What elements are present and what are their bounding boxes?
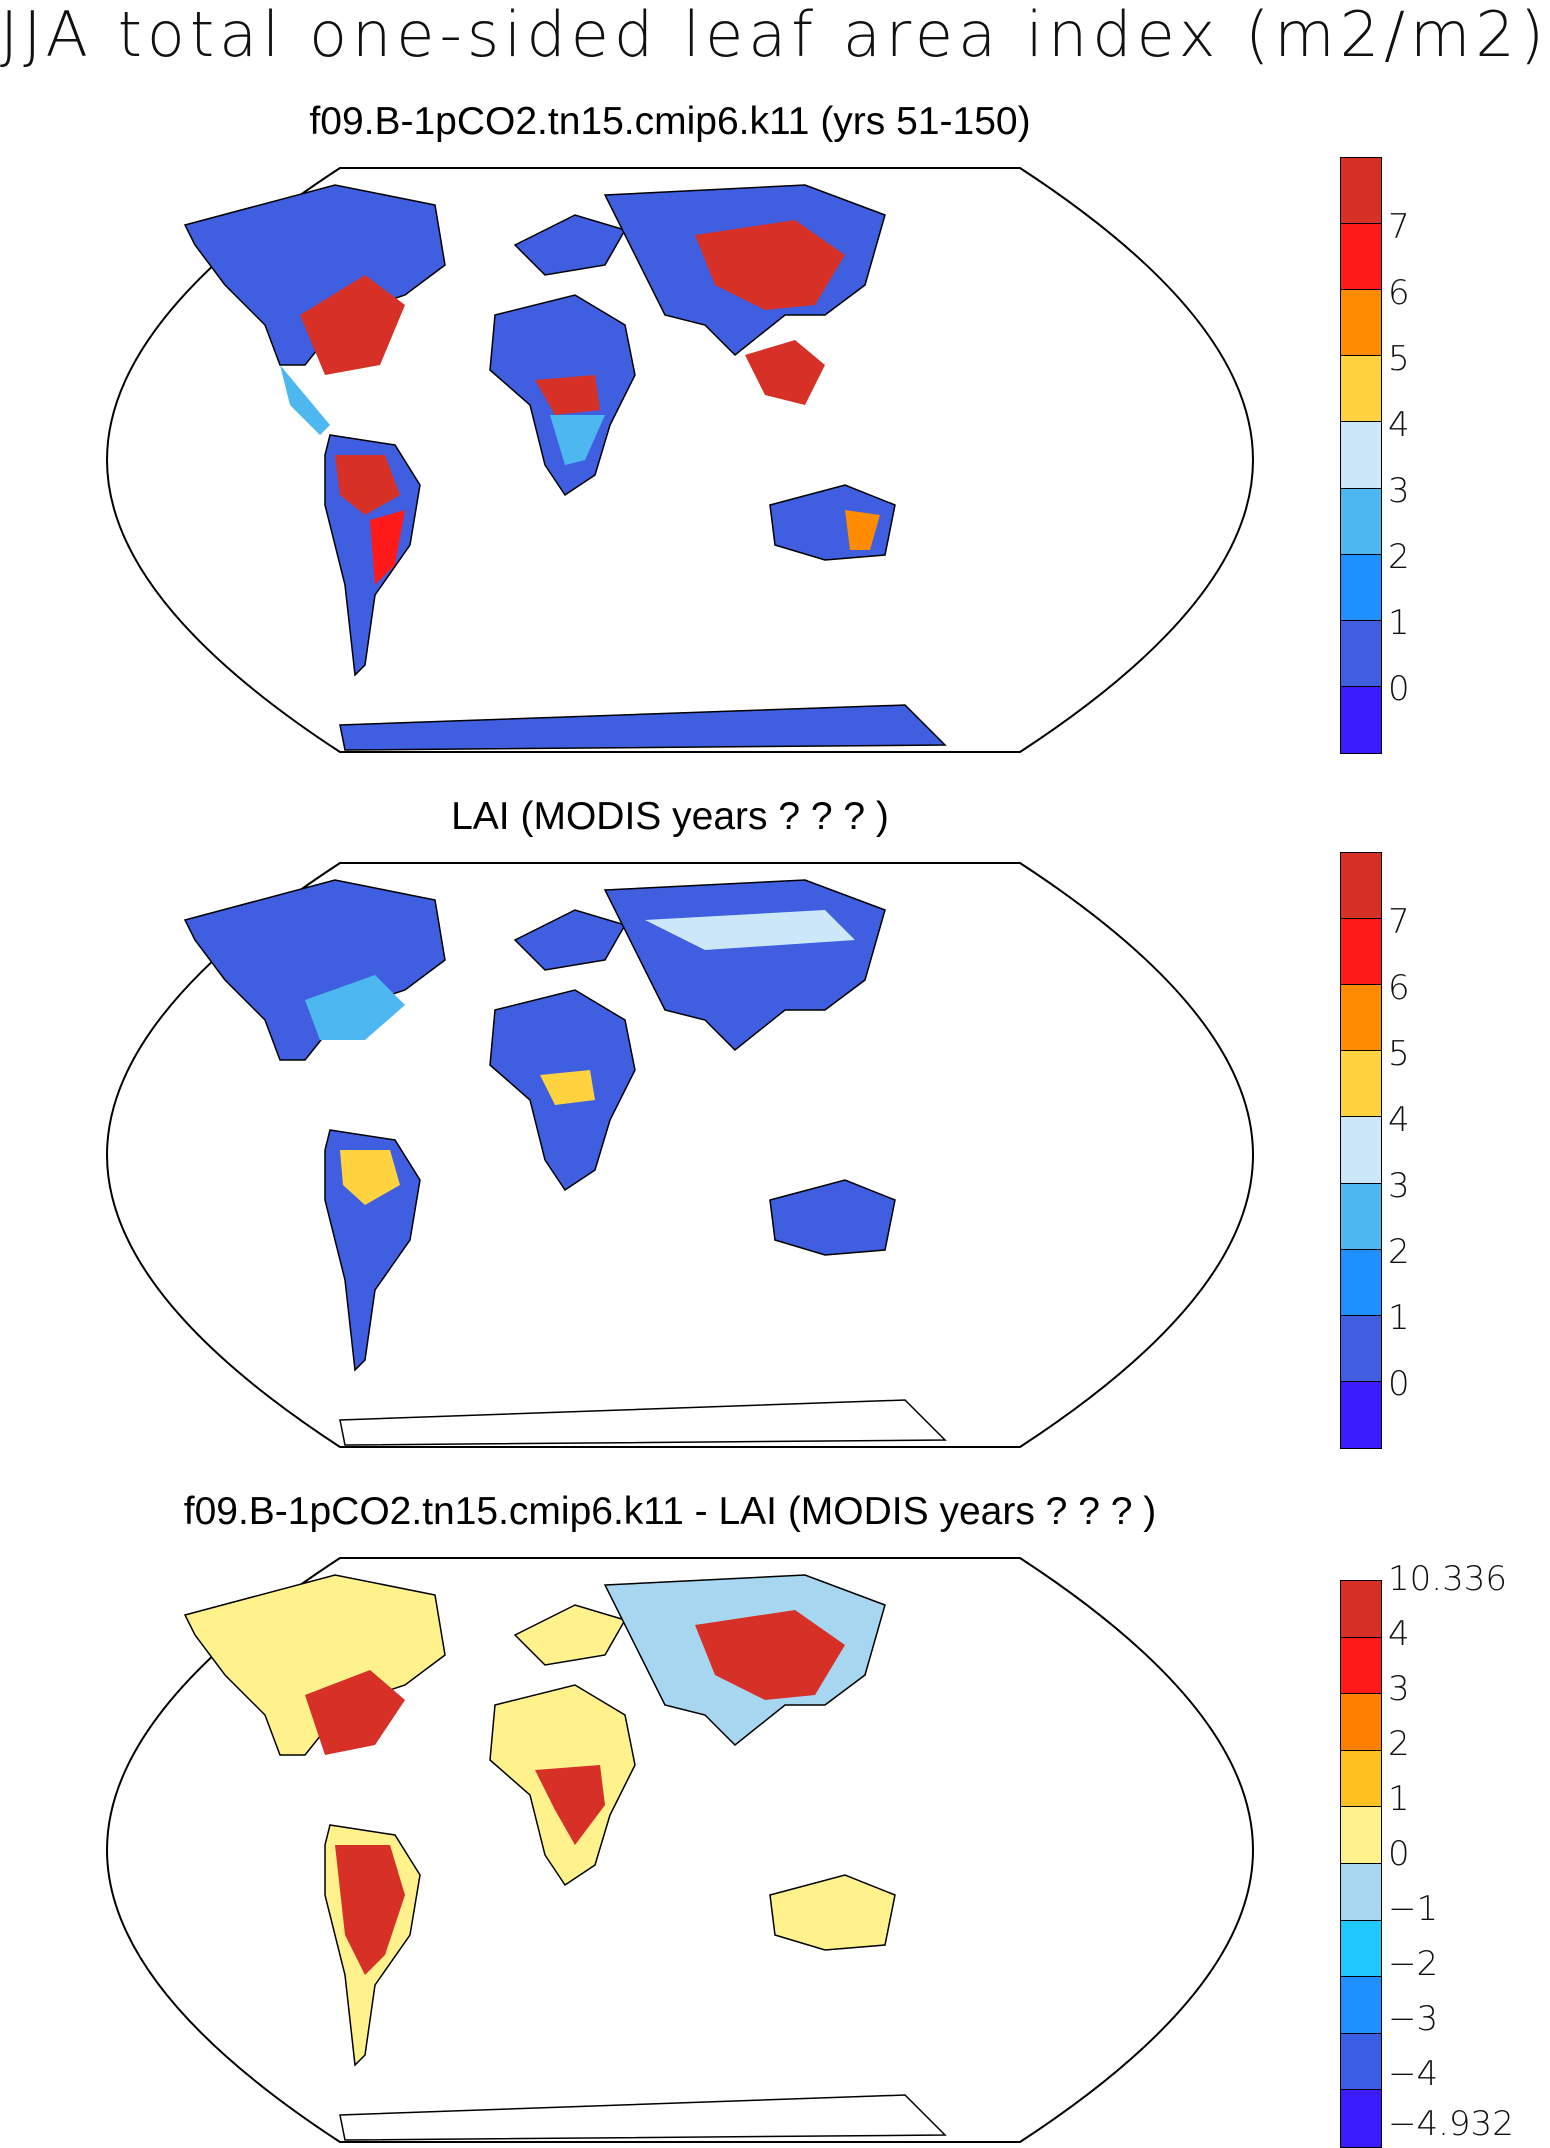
continents — [183, 1574, 947, 2141]
colorbar-swatch — [1341, 290, 1381, 357]
colorbar-swatch — [1341, 1051, 1381, 1118]
colorbar-swatch — [1341, 1117, 1381, 1184]
lai-map-obs — [105, 862, 1255, 1448]
colorbar-swatch — [1341, 488, 1381, 555]
colorbar-model-tick: 1 — [1388, 603, 1410, 643]
colorbar-swatch — [1341, 158, 1381, 225]
continents — [183, 184, 947, 751]
colorbar-swatch — [1341, 853, 1381, 920]
colorbar-swatch — [1341, 1750, 1381, 1808]
colorbar-obs-tick: 5 — [1388, 1034, 1410, 1074]
colorbar-difference-tick: −4 — [1388, 2054, 1439, 2094]
colorbar-model-tick: 7 — [1388, 207, 1410, 247]
figure-title: JJA total one-sided leaf area index (m2/… — [0, 0, 1550, 71]
colorbar-swatch — [1341, 1637, 1381, 1695]
colorbar-difference-tick: 4 — [1388, 1614, 1410, 1654]
colorbar-obs-tick: 2 — [1388, 1232, 1410, 1272]
colorbar-obs-tick: 1 — [1388, 1298, 1410, 1338]
colorbar-model-tick: 4 — [1388, 405, 1410, 445]
colorbar-swatch — [1341, 1977, 1381, 2034]
colorbar-obs-tick: 0 — [1388, 1364, 1410, 1404]
colorbar-swatch — [1341, 1807, 1381, 1864]
colorbar-obs-tick: 4 — [1388, 1100, 1410, 1140]
panel-title-model: f09.B-1pCO2.tn15.cmip6.k11 (yrs 51-150) — [309, 100, 1031, 143]
colorbar-difference — [1340, 1580, 1382, 2148]
colorbar-obs — [1340, 852, 1382, 1449]
colorbar-swatch — [1341, 1249, 1381, 1316]
lai-map-model — [105, 167, 1255, 753]
colorbar-swatch — [1341, 2033, 1381, 2091]
colorbar-obs-tick: 6 — [1388, 968, 1410, 1008]
colorbar-swatch — [1341, 1581, 1381, 1638]
colorbar-difference-tick: 3 — [1388, 1669, 1410, 1709]
colorbar-difference-tick: −2 — [1388, 1944, 1439, 1984]
colorbar-swatch — [1341, 554, 1381, 621]
colorbar-model — [1340, 157, 1382, 754]
colorbar-difference-tick: 2 — [1388, 1724, 1410, 1764]
colorbar-swatch — [1341, 224, 1381, 291]
colorbar-swatch — [1341, 686, 1381, 753]
colorbar-model-tick: 2 — [1388, 537, 1410, 577]
colorbar-model-tick: 5 — [1388, 339, 1410, 379]
colorbar-difference-tick: −4.932 — [1388, 2104, 1514, 2144]
colorbar-swatch — [1341, 1381, 1381, 1448]
colorbar-swatch — [1341, 356, 1381, 423]
continents — [183, 879, 947, 1446]
colorbar-swatch — [1341, 1694, 1381, 1751]
colorbar-model-tick: 3 — [1388, 471, 1410, 511]
lai-map-difference — [105, 1557, 1255, 2143]
colorbar-obs-tick: 3 — [1388, 1166, 1410, 1206]
colorbar-difference-tick: 10.336 — [1388, 1559, 1507, 1599]
colorbar-swatch — [1341, 1315, 1381, 1382]
colorbar-model-tick: 6 — [1388, 273, 1410, 313]
colorbar-swatch — [1341, 422, 1381, 489]
colorbar-difference-tick: −3 — [1388, 1999, 1439, 2039]
colorbar-obs-tick: 7 — [1388, 902, 1410, 942]
panel-title-difference: f09.B-1pCO2.tn15.cmip6.k11 - LAI (MODIS … — [183, 1490, 1157, 1533]
colorbar-difference-tick: 1 — [1388, 1779, 1410, 1819]
colorbar-swatch — [1341, 919, 1381, 986]
colorbar-swatch — [1341, 1863, 1381, 1921]
colorbar-swatch — [1341, 2090, 1381, 2147]
colorbar-difference-tick: 0 — [1388, 1834, 1410, 1874]
colorbar-difference-tick: −1 — [1388, 1889, 1439, 1929]
colorbar-swatch — [1341, 985, 1381, 1052]
colorbar-swatch — [1341, 1920, 1381, 1978]
colorbar-model-tick: 0 — [1388, 669, 1410, 709]
colorbar-swatch — [1341, 1183, 1381, 1250]
panel-title-obs: LAI (MODIS years ? ? ? ) — [451, 795, 889, 838]
colorbar-swatch — [1341, 620, 1381, 687]
